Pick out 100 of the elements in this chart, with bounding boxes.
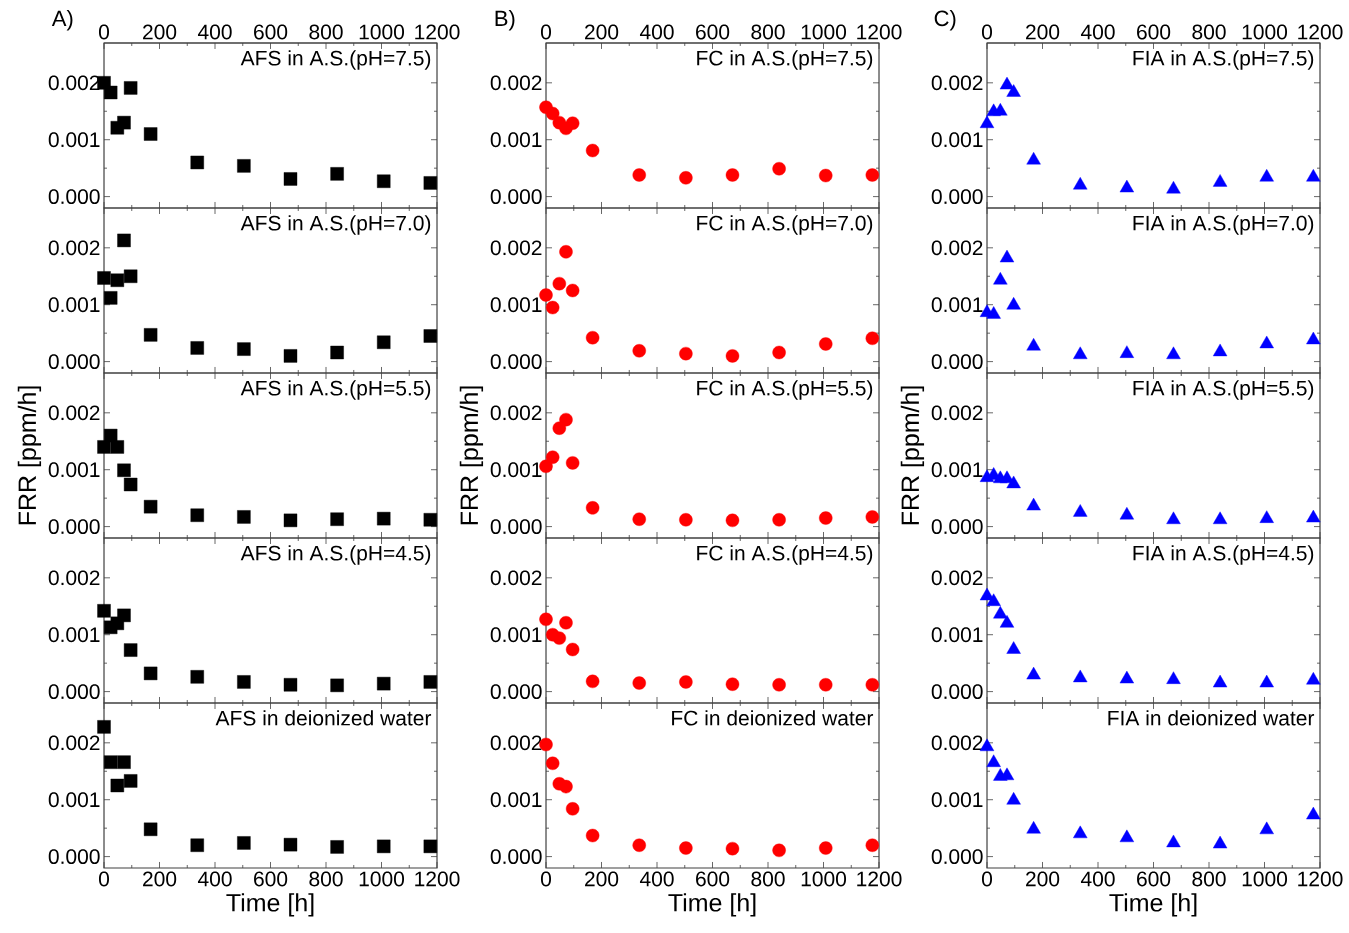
point xyxy=(143,499,158,514)
x2-tick-label: 1200 xyxy=(857,24,902,40)
point xyxy=(123,477,138,492)
y-tick-label: 0.000 xyxy=(931,849,983,865)
point xyxy=(679,171,693,185)
point xyxy=(819,511,833,525)
annotation: FC in A.S.(pH=7.5) xyxy=(697,50,873,70)
x-tick-label: 800 xyxy=(309,871,343,887)
point xyxy=(143,127,158,141)
x2-tick-label: 800 xyxy=(309,24,343,40)
y-tick-label: 0.000 xyxy=(931,684,983,700)
x-axis-title: Time [h] xyxy=(1109,893,1197,917)
annotation: AFS in A.S.(pH=5.5) xyxy=(240,380,431,400)
point xyxy=(819,337,833,351)
point xyxy=(423,513,438,527)
point xyxy=(986,754,1001,767)
y-tick-label: 0.001 xyxy=(931,132,983,148)
point xyxy=(1026,821,1041,834)
point xyxy=(1166,181,1181,194)
y-tick-label: 0.002 xyxy=(48,240,100,256)
y-tick-label: 0.000 xyxy=(490,354,542,370)
y-tick-label: 0.002 xyxy=(931,75,983,91)
point xyxy=(110,778,125,793)
x2-tick-label: 1000 xyxy=(1242,24,1288,40)
annotation: FIA in deionized water xyxy=(1108,710,1315,726)
annotation: FIA in A.S.(pH=7.5) xyxy=(1133,50,1314,70)
point xyxy=(1119,179,1134,193)
point xyxy=(1006,84,1021,97)
point xyxy=(679,346,693,361)
point xyxy=(190,670,204,684)
point xyxy=(123,81,138,95)
y-tick-label: 0.002 xyxy=(490,240,542,256)
x-tick-label: 200 xyxy=(143,871,177,887)
point xyxy=(545,450,560,464)
point xyxy=(979,115,995,128)
point xyxy=(1119,670,1134,684)
point xyxy=(585,331,600,345)
point xyxy=(423,839,438,854)
point xyxy=(993,606,1008,619)
point xyxy=(283,172,298,186)
x2-tick-label: 200 xyxy=(143,24,177,40)
point xyxy=(1026,338,1041,351)
point xyxy=(819,841,833,855)
x-tick-label: 0 xyxy=(98,871,110,887)
x-tick-label: 200 xyxy=(1026,871,1060,887)
point xyxy=(330,840,344,854)
point xyxy=(283,513,298,528)
point xyxy=(1073,669,1088,683)
x-tick-label: 0 xyxy=(981,871,993,887)
y-axis-title: FRR [ppm/h] xyxy=(459,386,484,525)
y-tick-label: 0.000 xyxy=(48,519,100,535)
x-tick-label: 400 xyxy=(1080,871,1115,887)
y-tick-label: 0.000 xyxy=(490,189,542,205)
y-tick-label: 0.001 xyxy=(931,627,983,643)
point xyxy=(772,843,786,858)
point xyxy=(772,513,786,527)
point xyxy=(1212,835,1228,849)
point xyxy=(1119,829,1134,843)
point xyxy=(123,269,138,283)
point xyxy=(1306,509,1321,523)
x-tick-label: 1200 xyxy=(857,871,902,887)
point xyxy=(865,331,880,345)
x-tick-label: 600 xyxy=(696,871,730,887)
point xyxy=(143,666,158,681)
point xyxy=(1259,335,1274,349)
annotation: AFS in deionized water xyxy=(215,710,432,726)
x2-tick-label: 600 xyxy=(1137,24,1171,40)
point xyxy=(117,115,131,130)
point xyxy=(986,593,1001,606)
x-tick-label: 200 xyxy=(585,871,619,887)
point xyxy=(190,508,204,522)
point xyxy=(1259,169,1274,182)
point xyxy=(103,85,118,100)
point xyxy=(565,283,580,298)
point xyxy=(819,678,833,692)
point xyxy=(725,841,740,856)
point xyxy=(423,329,438,343)
point xyxy=(539,612,553,627)
point xyxy=(679,513,693,527)
point xyxy=(283,349,298,363)
point xyxy=(237,342,251,356)
y-tick-label: 0.001 xyxy=(48,792,100,808)
annotation: FC in A.S.(pH=7.0) xyxy=(697,215,873,235)
x2-tick-label: 400 xyxy=(1080,24,1115,40)
point xyxy=(110,273,125,287)
x-tick-label: 1000 xyxy=(801,871,847,887)
y-tick-label: 0.002 xyxy=(931,240,983,256)
y-tick-label: 0.001 xyxy=(48,462,100,478)
point xyxy=(423,176,438,190)
point xyxy=(190,838,204,852)
point xyxy=(559,245,573,259)
x-tick-label: 0 xyxy=(540,871,552,887)
point xyxy=(585,674,600,689)
point xyxy=(679,675,693,689)
y-tick-label: 0.002 xyxy=(931,570,983,586)
point xyxy=(865,510,880,524)
point xyxy=(1259,510,1274,523)
point xyxy=(1212,343,1228,357)
x2-tick-label: 400 xyxy=(197,24,232,40)
y-tick-label: 0.001 xyxy=(48,627,100,643)
